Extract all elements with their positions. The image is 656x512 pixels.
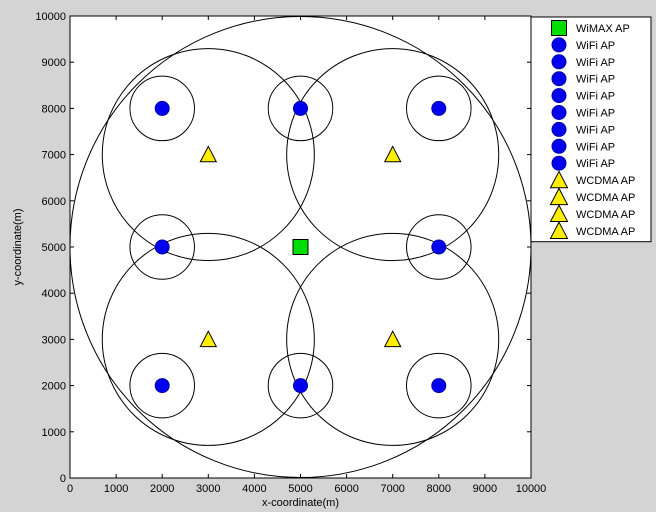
coverage-circle (286, 48, 500, 262)
legend-entry: WiFi AP (551, 54, 615, 70)
coverage-circle (406, 75, 472, 142)
y-tick-label: 6000 (42, 196, 66, 208)
legend-marker (551, 105, 567, 120)
coverage-circle (129, 214, 195, 280)
x-tick-label: 6000 (334, 483, 358, 495)
coverage-circle (406, 352, 472, 419)
wcdma-ap-marker (199, 145, 218, 163)
legend-entry: WCDMA AP (549, 187, 635, 206)
legend-marker (551, 20, 567, 36)
x-tick-label: 0 (67, 483, 73, 495)
y-tick-label: 3000 (42, 334, 66, 346)
legend-entry: WiFi AP (551, 88, 615, 104)
wimax-ap-marker (292, 239, 309, 255)
wifi-ap-marker (293, 378, 308, 394)
legend-marker (551, 71, 567, 87)
data-markers (154, 100, 447, 394)
wcdma-ap-marker (199, 330, 218, 348)
y-tick-label: 2000 (42, 381, 66, 393)
legend-entry: WCDMA AP (549, 204, 635, 223)
x-tick-label: 1000 (104, 483, 128, 495)
y-tick-label: 10000 (35, 11, 66, 23)
legend-entry: WiFi AP (551, 138, 615, 154)
legend-marker (551, 37, 567, 53)
coverage-circle (267, 352, 334, 419)
coverage-circle (101, 48, 315, 262)
coverage-circle (406, 214, 472, 280)
x-tick-label: 9000 (473, 483, 497, 495)
legend-entry: WiFi AP (551, 121, 615, 137)
x-axis-label: x-coordinate(m) (262, 497, 339, 509)
legend-marker (551, 54, 567, 70)
legend-entry: WiFi AP (551, 155, 615, 171)
wifi-ap-marker (154, 239, 170, 255)
x-tick-label: 4000 (242, 483, 266, 495)
legend-entry: WiFi AP (551, 105, 615, 120)
x-tick-label: 3000 (196, 483, 220, 495)
legend-marker (551, 138, 567, 154)
legend-label: WiFi AP (576, 40, 615, 52)
x-tick-label: 2000 (150, 483, 174, 495)
coverage-circle (101, 232, 315, 446)
y-tick-label: 7000 (42, 150, 66, 162)
wifi-ap-marker (293, 100, 308, 116)
legend-entry: WiFi AP (551, 71, 615, 87)
y-tick-label: 8000 (42, 103, 66, 115)
wifi-ap-marker (431, 100, 447, 116)
x-axis-ticks: 0 1000 2000 3000 4000 5000 6000 7000 8000 9000 100… (67, 16, 546, 495)
legend-label: WiFi AP (576, 91, 615, 103)
legend-marker (551, 121, 567, 137)
legend-label: WiFi AP (576, 57, 615, 69)
legend-label: WiFi AP (576, 108, 615, 120)
legend-entry: WCDMA AP (549, 221, 635, 239)
legend-label: WiMAX AP (576, 23, 630, 35)
legend-marker (551, 88, 567, 104)
legend-label: WCDMA AP (576, 209, 635, 221)
legend: WiMAX AP WiFi AP WiFi AP WiFi AP WiFi AP WiFi… (530, 16, 652, 243)
coverage-circle (267, 75, 334, 142)
legend-label: WCDMA AP (576, 226, 635, 238)
wcdma-ap-marker (383, 145, 402, 163)
y-tick-label: 0 (60, 473, 66, 485)
coverage-circle (129, 352, 195, 419)
wifi-ap-marker (154, 378, 170, 394)
wifi-ap-marker (431, 239, 447, 255)
y-axis-label: y-coordinate(m) (12, 208, 24, 285)
y-tick-label: 9000 (42, 57, 66, 69)
legend-marker (551, 155, 567, 171)
legend-marker (549, 221, 569, 239)
wifi-ap-marker (154, 100, 170, 116)
y-tick-label: 1000 (42, 427, 66, 439)
y-tick-label: 4000 (42, 288, 66, 300)
legend-entry: WiFi AP (551, 37, 615, 53)
legend-label: WiFi AP (576, 124, 615, 136)
x-tick-label: 5000 (288, 483, 312, 495)
legend-entry: WiMAX AP (551, 20, 630, 36)
x-tick-label: 8000 (427, 483, 451, 495)
x-tick-label: 10000 (516, 483, 547, 495)
coverage-circle (286, 232, 500, 446)
legend-label: WCDMA AP (576, 192, 635, 204)
legend-label: WiFi AP (576, 141, 615, 153)
legend-entry: WCDMA AP (549, 170, 635, 189)
y-axis-ticks: 0 1000 2000 3000 4000 5000 6000 7000 8000 9000 100… (35, 11, 531, 485)
x-tick-label: 7000 (380, 483, 404, 495)
coverage-circle (129, 75, 195, 142)
legend-label: WiFi AP (576, 158, 615, 170)
wifi-ap-marker (431, 378, 447, 394)
legend-label: WiFi AP (576, 74, 615, 86)
wcdma-ap-marker (383, 330, 402, 348)
y-tick-label: 5000 (42, 242, 66, 254)
legend-label: WCDMA AP (576, 175, 635, 187)
